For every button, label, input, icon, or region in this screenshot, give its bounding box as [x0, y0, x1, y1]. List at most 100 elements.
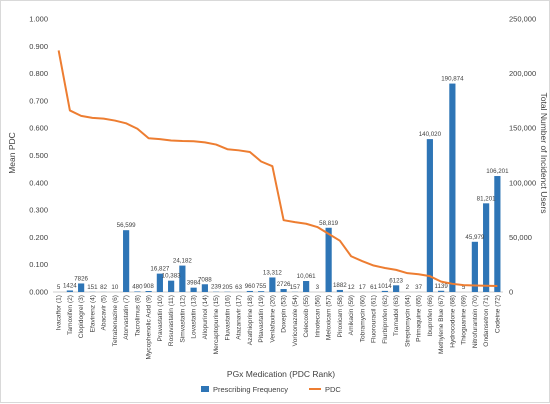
bar-data-label: 480: [132, 283, 143, 290]
category-label: Fluvastatin (16): [224, 295, 231, 340]
bar: [146, 291, 152, 292]
bar-data-label: 24,182: [173, 258, 192, 265]
category-label: Amikacin (59): [348, 295, 355, 335]
bar-data-label: 151: [87, 284, 98, 291]
bar-data-label: 190,874: [441, 76, 464, 83]
category-label: Doxepin (53): [281, 295, 288, 333]
bar: [191, 288, 197, 292]
left-tick-label: 0.600: [29, 124, 48, 133]
left-tick-label: 0.500: [29, 151, 48, 160]
category-label: Celecoxib (55): [303, 295, 310, 338]
category-label: Simvastatin (12): [179, 295, 186, 343]
category-label: Fluorouracil (61): [371, 295, 378, 343]
bar-data-label: 61: [370, 284, 377, 291]
bar-data-label: 58,819: [319, 220, 338, 227]
bar: [134, 291, 140, 292]
category-label: Clopidogrel (3): [78, 295, 85, 338]
legend: Prescribing Frequency PDC: [201, 385, 341, 394]
category-label: Streptomycin (64): [404, 295, 411, 347]
bar: [494, 176, 500, 292]
right-axis-title: Total Number of Incidenct Users: [539, 93, 549, 214]
category-label: Venlafaxine (20): [269, 295, 276, 343]
category-label: Voriconazole (54): [292, 295, 299, 346]
category-label: Ondansetron (71): [483, 295, 490, 347]
bar: [393, 285, 399, 292]
category-label: Thioguanine (69): [461, 295, 468, 345]
category-label: Abacavir (5): [101, 295, 108, 331]
right-tick-label: 100,000: [509, 178, 536, 187]
bar-data-label: 755: [256, 283, 267, 290]
bar-data-label: 140,020: [419, 131, 442, 138]
bar: [303, 281, 309, 292]
left-tick-label: 0.900: [29, 42, 48, 51]
left-axis-title: Mean PDC: [7, 132, 17, 174]
bar-data-label: 1139: [434, 283, 448, 290]
bar-data-label: 16,827: [150, 266, 169, 273]
category-label: Azathioprine (18): [247, 295, 254, 345]
left-axis-ticks: 0.0000.1000.2000.3000.4000.5000.6000.700…: [29, 15, 48, 297]
bar-data-label: 960: [245, 283, 256, 290]
right-tick-label: 0: [509, 288, 513, 297]
category-label: Irinotecan (56): [314, 295, 321, 338]
category-label: Atazanavir (17): [236, 295, 243, 340]
left-tick-label: 1.000: [29, 15, 48, 24]
bar-data-label: 6123: [389, 277, 403, 284]
category-label: Lovastatin (13): [191, 295, 198, 339]
left-tick-label: 0.700: [29, 96, 48, 105]
bar-data-label: 3: [316, 284, 320, 291]
category-label: Allopurinol (14): [202, 295, 209, 339]
category-label: Mycophenolic Acid (9): [146, 295, 153, 360]
bar-data-label: 5: [57, 284, 61, 291]
right-tick-label: 50,000: [509, 233, 532, 242]
right-tick-label: 150,000: [509, 124, 536, 133]
bar: [202, 284, 208, 292]
bar-data-label: 205: [222, 284, 233, 291]
left-tick-label: 0.100: [29, 260, 48, 269]
bar-data-label: 10,383: [162, 273, 181, 280]
bar: [427, 139, 433, 292]
category-label: Efavirenz (4): [89, 295, 96, 332]
bar: [483, 203, 489, 292]
category-label: Codeine (72): [494, 295, 501, 333]
category-label: Tobramycin (60): [359, 295, 366, 342]
bar: [281, 289, 287, 292]
category-label: Methylene Blue (67): [438, 295, 445, 354]
right-tick-label: 200,000: [509, 69, 536, 78]
bar: [258, 291, 264, 292]
left-tick-label: 0.800: [29, 69, 48, 78]
category-label: Meloxicam (57): [326, 295, 333, 340]
bar-data-label: 10,061: [297, 273, 316, 280]
category-label: Ivacaftor (1): [56, 295, 63, 330]
left-tick-label: 0.000: [29, 288, 48, 297]
bar-data-label: 908: [143, 283, 154, 290]
bar: [326, 228, 332, 292]
bar-data-label: 1882: [333, 282, 347, 289]
bar-data-label: 157: [290, 284, 301, 291]
bar: [449, 84, 455, 292]
category-label: Piroxicam (58): [337, 295, 344, 338]
category-label: Tacrolimus (8): [134, 295, 141, 336]
category-label: Mercaptopurine (15): [213, 295, 220, 354]
bar-data-label: 2: [406, 284, 410, 291]
bar-data-label: 13,312: [263, 269, 282, 276]
bar-data-label: 239: [211, 284, 222, 291]
left-tick-label: 0.400: [29, 178, 48, 187]
bar: [168, 281, 174, 292]
category-label: Tetrabenazine (6): [112, 295, 119, 346]
category-label: Flurbiprofen (62): [382, 295, 389, 344]
category-label: Hydrocodone (68): [449, 295, 456, 348]
legend-bar-swatch: [201, 386, 209, 392]
category-tick-labels: Ivacaftor (1)Tamoxifen (2)Clopidogrel (3…: [56, 295, 502, 360]
bar-data-label: 63: [235, 284, 242, 291]
bar-data-label: 106,201: [486, 168, 509, 175]
bar-data-label: 12: [348, 284, 355, 291]
bar: [438, 291, 444, 292]
bar: [382, 291, 388, 292]
bar-data-label: 37: [415, 284, 422, 291]
bar-data-label: 45,979: [465, 234, 484, 241]
category-label: Nitrofurantoin (70): [472, 295, 479, 348]
bar-data-label: 17: [359, 284, 366, 291]
bar-data-label: 82: [100, 284, 107, 291]
